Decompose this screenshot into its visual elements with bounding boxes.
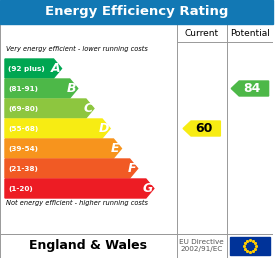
Bar xyxy=(230,237,270,255)
Text: (21-38): (21-38) xyxy=(8,165,38,172)
Text: EU Directive
2002/91/EC: EU Directive 2002/91/EC xyxy=(179,239,224,253)
Text: Not energy efficient - higher running costs: Not energy efficient - higher running co… xyxy=(6,200,148,206)
Text: D: D xyxy=(99,122,109,135)
Text: (81-91): (81-91) xyxy=(8,85,38,92)
Text: (92 plus): (92 plus) xyxy=(8,66,45,71)
Text: E: E xyxy=(111,142,120,155)
Text: England & Wales: England & Wales xyxy=(29,239,147,253)
Text: C: C xyxy=(83,102,92,115)
Polygon shape xyxy=(5,119,110,138)
Text: G: G xyxy=(143,182,153,195)
Text: Current: Current xyxy=(185,28,219,37)
Polygon shape xyxy=(5,179,154,198)
Polygon shape xyxy=(231,81,269,96)
Text: (55-68): (55-68) xyxy=(8,125,38,132)
Text: Energy Efficiency Rating: Energy Efficiency Rating xyxy=(45,5,228,19)
Text: Potential: Potential xyxy=(230,28,270,37)
Text: F: F xyxy=(127,162,136,175)
Polygon shape xyxy=(183,121,220,136)
Text: (39-54): (39-54) xyxy=(8,146,38,151)
Polygon shape xyxy=(5,79,78,98)
Text: B: B xyxy=(67,82,76,95)
Text: 84: 84 xyxy=(243,82,261,95)
Bar xyxy=(0,234,273,258)
Text: Very energy efficient - lower running costs: Very energy efficient - lower running co… xyxy=(6,46,148,52)
Bar xyxy=(0,24,273,234)
Polygon shape xyxy=(5,159,138,178)
Polygon shape xyxy=(5,59,62,78)
Text: A: A xyxy=(51,62,60,75)
Text: 60: 60 xyxy=(195,122,212,135)
Text: (69-80): (69-80) xyxy=(8,106,38,111)
Polygon shape xyxy=(5,139,122,158)
Text: (1-20): (1-20) xyxy=(8,186,33,191)
Bar xyxy=(0,0,273,24)
Polygon shape xyxy=(5,99,94,118)
